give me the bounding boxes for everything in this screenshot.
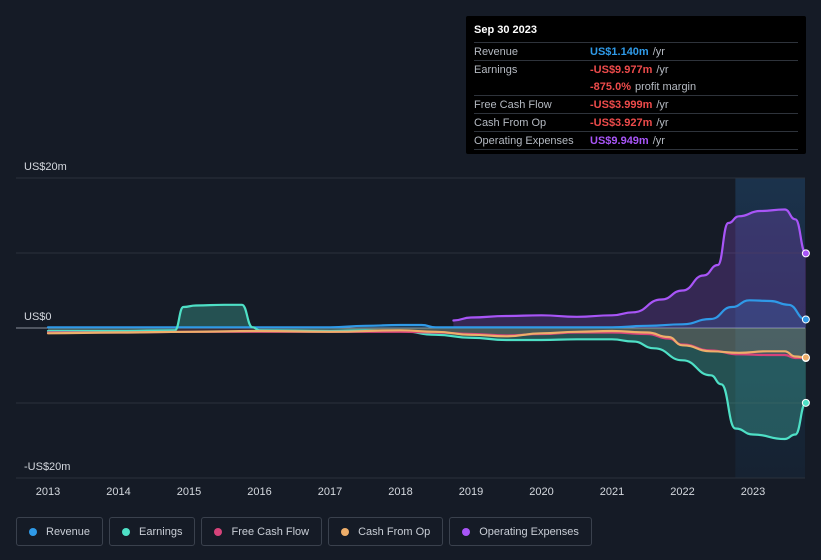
y-tick-label: US$0 <box>24 311 52 323</box>
tooltip-label: Earnings <box>474 63 518 76</box>
x-tick-label: 2020 <box>529 486 553 498</box>
legend-label: Revenue <box>46 525 91 538</box>
tooltip-unit: /yr <box>652 134 665 147</box>
legend-label: Free Cash Flow <box>231 525 310 538</box>
tooltip-row-cash-from-op: Cash From Op -US$3.927m /yr <box>474 113 798 131</box>
legend-item-cash-from-op[interactable]: Cash From Op <box>328 517 444 546</box>
tooltip-row-revenue: Revenue US$1.140m /yr <box>474 42 798 60</box>
legend-label: Operating Expenses <box>479 525 579 538</box>
tooltip-row-free-cash-flow: Free Cash Flow -US$3.999m /yr <box>474 95 798 113</box>
tooltip-unit: /yr <box>656 116 669 129</box>
tooltip-value: US$9.949m <box>590 134 649 147</box>
x-tick-label: 2018 <box>388 486 412 498</box>
legend-item-free-cash-flow[interactable]: Free Cash Flow <box>201 517 323 546</box>
cash-from-op-end-point <box>801 353 810 362</box>
legend-item-revenue[interactable]: Revenue <box>16 517 104 546</box>
operating-expenses-dot-icon <box>462 527 471 536</box>
tooltip-value: -US$3.999m <box>590 98 653 111</box>
tooltip-value: -875.0% <box>590 80 631 93</box>
operating-expenses-end-point <box>801 249 810 258</box>
legend-item-earnings[interactable]: Earnings <box>109 517 196 546</box>
x-tick-label: 2022 <box>670 486 694 498</box>
tooltip-row-profit-margin: -875.0% profit margin <box>474 78 798 95</box>
tooltip-label: Operating Expenses <box>474 134 574 147</box>
y-tick-label: -US$20m <box>24 461 70 473</box>
tooltip-value: -US$9.977m <box>590 63 653 76</box>
free-cash-flow-dot-icon <box>214 527 223 536</box>
tooltip-row-earnings: Earnings -US$9.977m /yr <box>474 60 798 78</box>
tooltip-value: US$1.140m <box>590 45 649 58</box>
revenue-dot-icon <box>29 527 37 536</box>
revenue-end-point <box>801 315 810 324</box>
y-tick-label: US$20m <box>24 161 67 173</box>
x-tick-label: 2021 <box>600 486 624 498</box>
tooltip-value: -US$3.927m <box>590 116 653 129</box>
legend: Revenue Earnings Free Cash Flow Cash Fro… <box>16 517 592 546</box>
tooltip-unit: /yr <box>656 63 669 76</box>
legend-label: Earnings <box>139 525 183 538</box>
x-tick-label: 2016 <box>247 486 271 498</box>
operating-expenses-area <box>453 209 806 328</box>
tooltip-label: Free Cash Flow <box>474 98 552 111</box>
legend-label: Cash From Op <box>358 525 431 538</box>
earnings-dot-icon <box>122 527 131 536</box>
tooltip-row-operating-expenses: Operating Expenses US$9.949m /yr <box>474 131 798 150</box>
operating-expenses-line <box>452 208 807 322</box>
revenue-line <box>46 299 807 329</box>
earnings-end-point <box>801 398 810 407</box>
tooltip-label: Revenue <box>474 45 519 58</box>
earnings-line <box>46 303 807 441</box>
tooltip-unit: /yr <box>652 45 665 58</box>
tooltip-label: Cash From Op <box>474 116 547 129</box>
tooltip-unit: /yr <box>656 98 669 111</box>
earnings-area <box>48 304 806 439</box>
x-tick-label: 2017 <box>318 486 342 498</box>
cash-from-op-line <box>46 329 807 359</box>
legend-item-operating-expenses[interactable]: Operating Expenses <box>449 517 592 546</box>
x-tick-label: 2013 <box>36 486 60 498</box>
x-tick-label: 2023 <box>741 486 765 498</box>
x-tick-label: 2019 <box>459 486 483 498</box>
x-tick-label: 2015 <box>177 486 201 498</box>
data-tooltip: Sep 30 2023 Revenue US$1.140m /yr Earnin… <box>466 16 806 154</box>
tooltip-unit: profit margin <box>634 80 697 93</box>
x-tick-label: 2014 <box>106 486 130 498</box>
revenue-area <box>48 300 806 328</box>
cash-from-op-dot-icon <box>341 527 350 536</box>
tooltip-date: Sep 30 2023 <box>474 24 537 36</box>
